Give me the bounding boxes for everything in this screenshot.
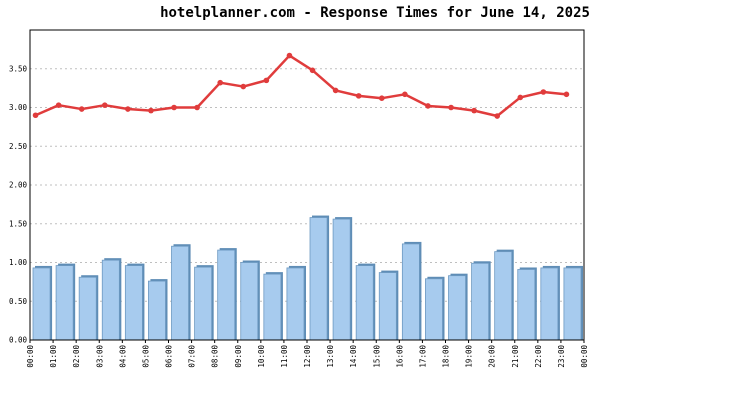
bar xyxy=(540,267,559,341)
x-tick-label: 06:00 xyxy=(165,345,174,368)
line-point xyxy=(194,104,200,111)
bar xyxy=(32,267,51,341)
x-tick-label: 15:00 xyxy=(372,345,381,368)
x-tick-label: 13:00 xyxy=(326,345,335,368)
line-point xyxy=(148,107,154,114)
x-tick-label: 12:00 xyxy=(303,345,312,368)
line-point xyxy=(78,106,85,112)
bar-series xyxy=(32,215,583,341)
x-tick-label: 18:00 xyxy=(442,345,451,368)
line-point xyxy=(309,67,316,74)
x-tick-label: 11:00 xyxy=(280,345,289,368)
line-point xyxy=(494,113,501,119)
line-point xyxy=(402,91,408,98)
line-point xyxy=(217,79,224,86)
line-point xyxy=(55,102,62,108)
y-tick-label: 0.00 xyxy=(9,336,28,345)
x-tick-label: 00:00 xyxy=(580,345,589,368)
line-point xyxy=(101,102,108,108)
bar xyxy=(263,273,282,341)
bar xyxy=(355,265,374,341)
grid-lines xyxy=(30,68,584,302)
line-point xyxy=(563,91,570,98)
line-point xyxy=(286,52,293,59)
y-tick-label: 2.00 xyxy=(9,181,28,190)
x-tick-label: 21:00 xyxy=(511,345,520,368)
line-point xyxy=(448,104,454,111)
y-tick-label: 1.00 xyxy=(9,258,28,267)
chart-title: hotelplanner.com - Response Times for Ju… xyxy=(160,5,590,21)
bar xyxy=(401,243,420,341)
bar xyxy=(217,249,236,341)
bar xyxy=(286,267,305,341)
bar xyxy=(378,272,397,341)
x-tick-label: 09:00 xyxy=(234,345,243,368)
bar xyxy=(332,218,351,341)
x-tick-label: 07:00 xyxy=(188,345,197,368)
bar xyxy=(78,276,97,341)
x-tick-label: 17:00 xyxy=(418,345,427,368)
y-tick-label: 0.50 xyxy=(9,297,28,306)
bar xyxy=(124,265,143,341)
line-path xyxy=(35,54,567,118)
axes xyxy=(29,29,585,343)
y-tick-label: 2.50 xyxy=(9,142,28,151)
bar xyxy=(55,265,74,341)
bar xyxy=(471,262,490,341)
line-point xyxy=(240,83,247,90)
line-point xyxy=(332,87,339,94)
line-point xyxy=(171,104,177,111)
x-tick-label: 01:00 xyxy=(49,345,58,368)
bar xyxy=(240,262,259,341)
line-point xyxy=(425,103,431,109)
bar xyxy=(448,275,466,341)
x-tick-label: 05:00 xyxy=(141,345,150,368)
y-tick-label: 1.50 xyxy=(9,219,28,228)
y-tick-labels: 0.00 0.50 1.00 1.50 2.00 2.50 3.00 3.50 xyxy=(9,64,28,344)
y-tick-label: 3.00 xyxy=(9,103,28,112)
x-tick-label: 00:00 xyxy=(26,345,35,368)
bar xyxy=(148,280,166,341)
x-tick-label: 02:00 xyxy=(72,345,81,368)
bar xyxy=(194,266,213,341)
bar xyxy=(494,251,513,341)
line-point xyxy=(263,77,270,84)
line-point xyxy=(517,94,524,101)
line-series xyxy=(32,52,570,119)
bar xyxy=(425,278,443,341)
line-point xyxy=(32,112,39,119)
x-tick-label: 23:00 xyxy=(557,345,566,368)
y-tick-label: 3.50 xyxy=(9,64,28,73)
line-point xyxy=(540,89,547,95)
bar xyxy=(171,245,189,341)
x-tick-label: 14:00 xyxy=(349,345,358,368)
bar xyxy=(517,269,536,341)
bar xyxy=(563,267,582,341)
x-tick-label: 10:00 xyxy=(257,345,266,368)
line-point xyxy=(378,95,385,101)
x-tick-label: 08:00 xyxy=(211,345,220,368)
line-point xyxy=(471,107,477,114)
bar xyxy=(309,217,328,341)
x-tick-label: 22:00 xyxy=(534,345,543,368)
bar xyxy=(101,259,120,341)
line-point xyxy=(125,106,131,112)
line-point xyxy=(355,93,362,99)
x-tick-label: 16:00 xyxy=(395,345,404,368)
x-tick-label: 20:00 xyxy=(488,345,497,368)
x-tick-label: 19:00 xyxy=(465,345,474,368)
x-tick-labels: 00:00 01:00 02:00 03:00 04:00 05:00 06:00 07:00… xyxy=(26,345,589,368)
x-tick-label: 04:00 xyxy=(118,345,127,368)
x-tick-label: 03:00 xyxy=(95,345,104,368)
